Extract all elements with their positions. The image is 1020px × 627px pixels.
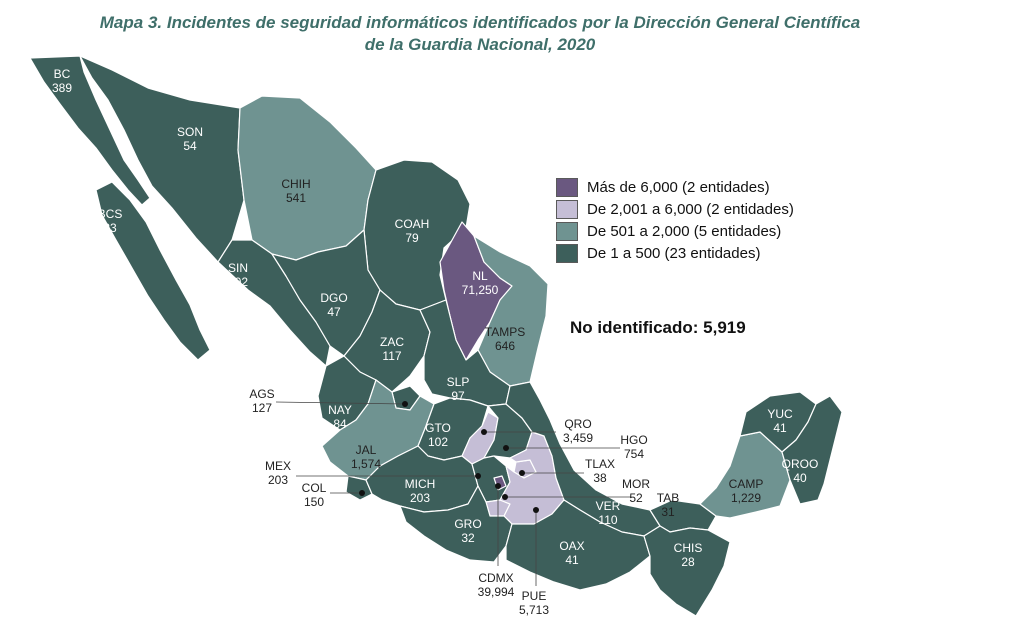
state-gro [399, 485, 513, 563]
label-nay: NAY 84 [328, 403, 352, 431]
label-jal: JAL 1,574 [351, 443, 381, 471]
label-bcs: BCS 23 [98, 207, 123, 235]
state-col [345, 475, 373, 501]
label-tamps: TAMPS 646 [485, 325, 525, 353]
state-bcs [95, 181, 211, 361]
state-markers [359, 401, 539, 513]
state-chis [643, 525, 731, 617]
legend: Más de 6,000 (2 entidades) De 2,001 a 6,… [556, 176, 794, 264]
label-gro: GRO 32 [454, 517, 481, 545]
legend-item: De 1 a 500 (23 entidades) [556, 242, 794, 264]
label-col: COL 150 [302, 481, 327, 509]
legend-label: De 1 a 500 (23 entidades) [587, 244, 761, 262]
state-qroo [781, 395, 843, 505]
label-mex: MEX 203 [265, 459, 291, 487]
label-bc: BC 389 [52, 67, 72, 95]
label-mor: MOR 52 [622, 477, 650, 505]
label-dgo: DGO 47 [320, 291, 347, 319]
label-oax: OAX 41 [559, 539, 584, 567]
state-labels: BC 389 SON 54 CHIH 541 COAH 79 BCS 23 NL 71,25… [52, 67, 818, 617]
legend-label: Más de 6,000 (2 entidades) [587, 178, 770, 196]
label-camp: CAMP 1,229 [729, 477, 764, 505]
label-coah: COAH 79 [395, 217, 430, 245]
legend-swatch [556, 199, 578, 219]
legend-swatch [556, 221, 578, 241]
state-bc [29, 55, 151, 206]
unidentified-total: No identificado: 5,919 [570, 318, 746, 337]
label-hgo: HGO 754 [620, 433, 647, 461]
label-pue: PUE 5,713 [519, 589, 549, 617]
label-sin: SIN 302 [228, 261, 248, 289]
label-son: SON 54 [177, 125, 203, 153]
label-ver: VER 110 [596, 499, 621, 527]
map-title: Mapa 3. Incidentes de seguridad informát… [0, 12, 960, 56]
label-chis: CHIS 28 [674, 541, 703, 569]
legend-item: De 501 a 2,000 (5 entidades) [556, 220, 794, 242]
legend-swatch [556, 177, 578, 197]
label-gto: GTO 102 [425, 421, 451, 449]
leader-lines [275, 401, 632, 586]
legend-label: De 2,001 a 6,000 (2 entidades) [587, 200, 794, 218]
label-qroo: QROO 40 [782, 457, 819, 485]
map-title-line1: Mapa 3. Incidentes de seguridad informát… [99, 13, 861, 32]
legend-label: De 501 a 2,000 (5 entidades) [587, 222, 782, 240]
legend-swatch [556, 243, 578, 263]
label-slp: SLP 97 [447, 375, 470, 403]
legend-item: De 2,001 a 6,000 (2 entidades) [556, 198, 794, 220]
label-nl: NL 71,250 [462, 269, 499, 297]
label-tab: TAB 31 [657, 491, 679, 519]
label-ags: AGS 127 [249, 387, 274, 415]
legend-item: Más de 6,000 (2 entidades) [556, 176, 794, 198]
map-title-line2: de la Guardia Nacional, 2020 [364, 35, 596, 54]
label-yuc: YUC 41 [767, 407, 793, 435]
label-cdmx: CDMX 39,994 [478, 571, 515, 599]
label-tlax: TLAX 38 [585, 457, 615, 485]
label-qro: QRO 3,459 [563, 417, 593, 445]
label-chih: CHIH 541 [281, 177, 310, 205]
label-zac: ZAC 117 [380, 335, 404, 363]
label-mich: MICH 203 [405, 477, 436, 505]
